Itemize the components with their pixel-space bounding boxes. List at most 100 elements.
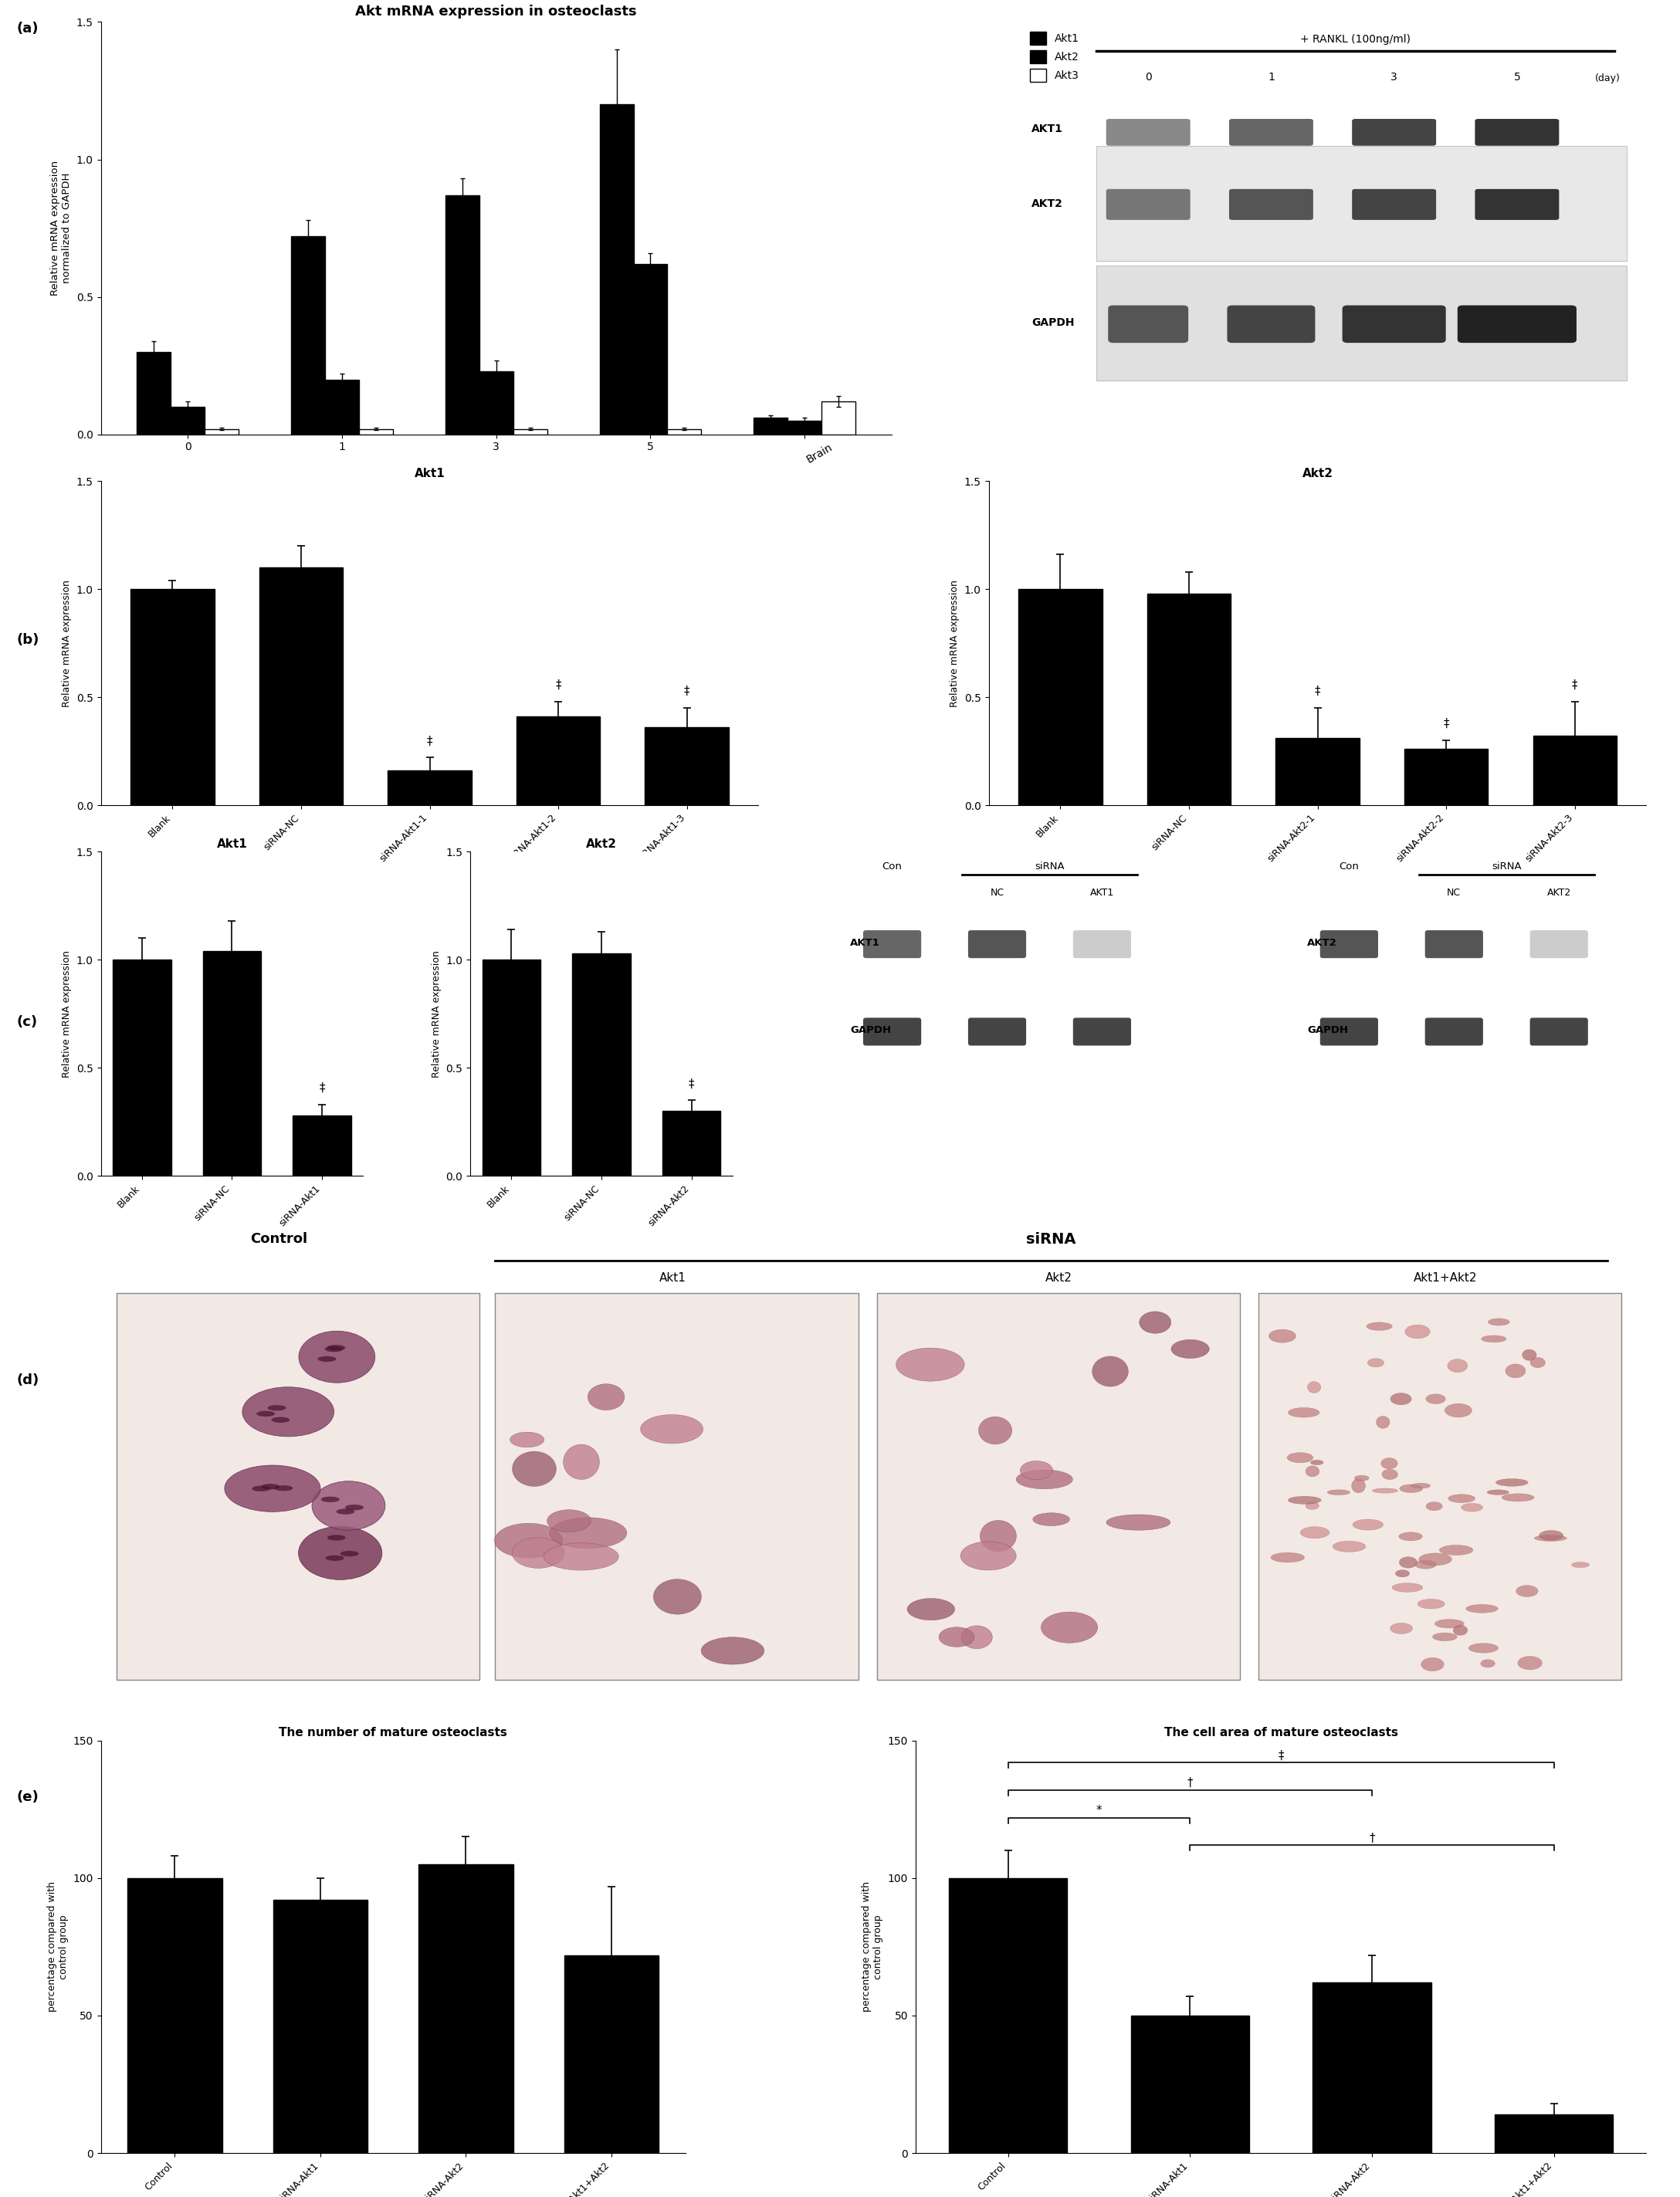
- Bar: [1097, 266, 1626, 380]
- Text: AKT2: AKT2: [1307, 938, 1337, 947]
- Text: Control: Control: [250, 1233, 307, 1246]
- Ellipse shape: [299, 1527, 381, 1580]
- FancyBboxPatch shape: [1342, 305, 1446, 343]
- Circle shape: [260, 1483, 281, 1490]
- Ellipse shape: [1515, 1586, 1537, 1597]
- FancyBboxPatch shape: [864, 929, 921, 958]
- Bar: [1532, 736, 1616, 804]
- Text: GAPDH: GAPDH: [850, 1026, 890, 1035]
- Ellipse shape: [1366, 1323, 1393, 1331]
- Ellipse shape: [512, 1452, 556, 1487]
- Bar: [136, 352, 171, 435]
- Text: ‡: ‡: [556, 679, 561, 690]
- Bar: [113, 960, 171, 1175]
- Ellipse shape: [1426, 1503, 1443, 1512]
- FancyBboxPatch shape: [1530, 929, 1588, 958]
- FancyBboxPatch shape: [1352, 189, 1436, 220]
- Bar: [272, 1900, 368, 2153]
- FancyBboxPatch shape: [1458, 305, 1576, 343]
- Ellipse shape: [1327, 1490, 1351, 1494]
- Ellipse shape: [1415, 1560, 1436, 1569]
- Bar: [662, 1112, 721, 1175]
- FancyBboxPatch shape: [1530, 1017, 1588, 1046]
- Text: AKT1: AKT1: [1090, 888, 1114, 899]
- Ellipse shape: [701, 1637, 764, 1665]
- Ellipse shape: [1448, 1494, 1475, 1503]
- Bar: [1131, 2015, 1250, 2153]
- Ellipse shape: [511, 1432, 544, 1448]
- Y-axis label: Relative mRNA expression: Relative mRNA expression: [432, 951, 442, 1077]
- FancyBboxPatch shape: [1230, 189, 1314, 220]
- Title: Akt2: Akt2: [586, 839, 617, 850]
- Bar: [516, 716, 600, 804]
- Bar: [877, 1294, 1240, 1681]
- Text: AKT1: AKT1: [850, 938, 880, 947]
- Text: GAPDH: GAPDH: [1307, 1026, 1347, 1035]
- Text: siRNA: siRNA: [1035, 861, 1065, 872]
- Text: (a): (a): [17, 22, 39, 35]
- Text: (c): (c): [17, 1015, 37, 1028]
- FancyBboxPatch shape: [864, 1017, 921, 1046]
- Text: (day): (day): [1594, 73, 1620, 83]
- Bar: [949, 1878, 1067, 2153]
- Text: Timepoints of osteoclastogenesis (day): Timepoints of osteoclastogenesis (day): [318, 525, 519, 536]
- Bar: [633, 264, 667, 435]
- Text: AKT1: AKT1: [1032, 123, 1063, 134]
- FancyBboxPatch shape: [1320, 1017, 1378, 1046]
- Text: ‡: ‡: [319, 1083, 324, 1094]
- Bar: [1258, 1294, 1621, 1681]
- Circle shape: [267, 1406, 286, 1410]
- Ellipse shape: [1404, 1325, 1430, 1338]
- Ellipse shape: [1332, 1540, 1366, 1551]
- Bar: [573, 953, 630, 1175]
- FancyBboxPatch shape: [968, 1017, 1026, 1046]
- Text: GAPDH: GAPDH: [1032, 319, 1075, 330]
- Text: 5: 5: [1514, 73, 1520, 81]
- Ellipse shape: [895, 1349, 964, 1382]
- Ellipse shape: [1445, 1404, 1472, 1417]
- Ellipse shape: [1399, 1531, 1423, 1540]
- Ellipse shape: [1391, 1393, 1411, 1404]
- Ellipse shape: [654, 1580, 701, 1615]
- Bar: [1147, 593, 1231, 804]
- Bar: [445, 196, 479, 435]
- Ellipse shape: [1393, 1584, 1423, 1593]
- Ellipse shape: [1171, 1340, 1210, 1358]
- Bar: [479, 371, 512, 435]
- Bar: [1018, 589, 1102, 804]
- Title: Akt1: Akt1: [217, 839, 247, 850]
- Ellipse shape: [1480, 1659, 1495, 1668]
- Text: Con: Con: [882, 861, 902, 872]
- Circle shape: [252, 1485, 270, 1492]
- Bar: [512, 428, 548, 435]
- FancyBboxPatch shape: [1425, 929, 1483, 958]
- Ellipse shape: [1482, 1336, 1507, 1342]
- Bar: [388, 771, 472, 804]
- Ellipse shape: [961, 1626, 993, 1648]
- Circle shape: [341, 1551, 360, 1555]
- Text: + RANKL (100ng/ml): + RANKL (100ng/ml): [1300, 35, 1411, 46]
- Ellipse shape: [1354, 1476, 1369, 1481]
- Ellipse shape: [1383, 1470, 1398, 1479]
- Title: The number of mature osteoclasts: The number of mature osteoclasts: [279, 1727, 507, 1738]
- Circle shape: [318, 1356, 336, 1362]
- Ellipse shape: [242, 1386, 334, 1437]
- Ellipse shape: [1139, 1312, 1171, 1334]
- Bar: [496, 1294, 858, 1681]
- Ellipse shape: [1448, 1360, 1468, 1373]
- Bar: [1495, 2114, 1613, 2153]
- Y-axis label: Relative mRNA expression
normalized to GAPDH: Relative mRNA expression normalized to G…: [50, 160, 72, 297]
- Ellipse shape: [1396, 1571, 1410, 1577]
- Ellipse shape: [1418, 1599, 1445, 1608]
- Text: †: †: [1188, 1777, 1193, 1788]
- Ellipse shape: [1368, 1358, 1384, 1367]
- Text: *: *: [1095, 1804, 1102, 1817]
- Circle shape: [257, 1410, 276, 1417]
- Bar: [324, 380, 360, 435]
- Text: ‡: ‡: [684, 685, 690, 696]
- Ellipse shape: [979, 1520, 1016, 1551]
- FancyBboxPatch shape: [1475, 119, 1559, 145]
- Ellipse shape: [1307, 1382, 1320, 1393]
- Circle shape: [270, 1417, 289, 1424]
- FancyBboxPatch shape: [1230, 119, 1314, 145]
